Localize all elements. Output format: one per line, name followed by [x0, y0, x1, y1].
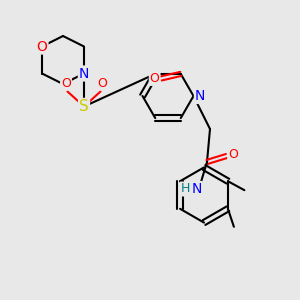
Text: N: N	[195, 89, 205, 103]
Text: N: N	[79, 67, 89, 80]
Text: S: S	[79, 99, 89, 114]
Text: O: O	[228, 148, 238, 161]
Text: O: O	[37, 40, 47, 53]
Text: H: H	[181, 182, 190, 196]
Text: O: O	[61, 76, 71, 90]
Text: N: N	[191, 182, 202, 196]
Text: O: O	[150, 72, 160, 85]
Text: O: O	[97, 76, 107, 90]
